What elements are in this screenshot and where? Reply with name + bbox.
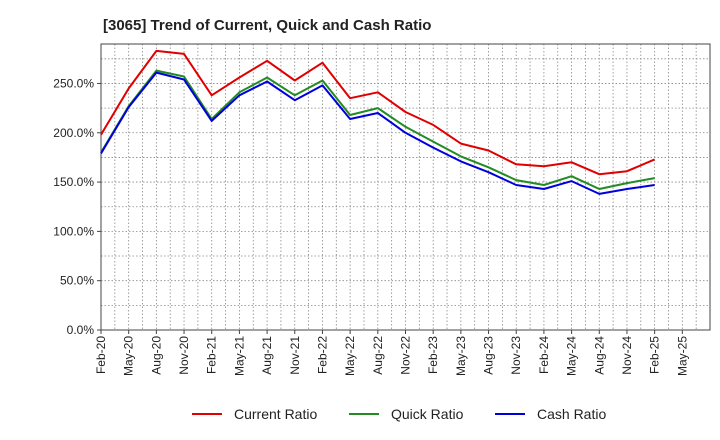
legend-label-current-ratio: Current Ratio (234, 406, 317, 422)
x-tick-label: Feb-21 (205, 336, 219, 374)
x-tick-label: Feb-25 (648, 336, 662, 374)
series-line-cash-ratio (100, 71, 655, 195)
legend-label-cash-ratio: Cash Ratio (537, 406, 606, 422)
x-tick-label: Feb-24 (537, 336, 551, 374)
chart-title: [3065] Trend of Current, Quick and Cash … (103, 17, 431, 34)
y-tick-label: 50.0% (60, 274, 94, 288)
x-tick-label: May-25 (675, 336, 689, 376)
x-tick-label: Nov-20 (177, 336, 191, 375)
plot-area: 0.0% 50.0% 100.0% 150.0% 200.0% 250.0% Feb-20 M… (53, 43, 711, 376)
x-tick-label: Nov-24 (620, 336, 634, 375)
x-tick-label: Nov-23 (509, 336, 523, 375)
x-tick-label: Aug-24 (592, 336, 606, 375)
x-tick-label: Feb-23 (426, 336, 440, 374)
x-tick-label: May-20 (122, 336, 136, 376)
y-tick-label: 150.0% (53, 175, 94, 189)
legend-label-quick-ratio: Quick Ratio (391, 406, 464, 422)
x-tick-label: May-23 (454, 336, 468, 376)
x-tick-label: Aug-22 (371, 336, 385, 375)
series-line-quick-ratio (100, 69, 655, 190)
x-tick-label: Feb-22 (315, 336, 329, 374)
y-tick-label: 250.0% (53, 76, 94, 90)
y-tick-label: 200.0% (53, 126, 94, 140)
x-tick-label: May-22 (343, 336, 357, 376)
x-tick-label: Aug-23 (482, 336, 496, 375)
x-tick-label: Nov-21 (288, 336, 302, 375)
x-tick-label: May-21 (232, 336, 246, 376)
x-tick-label: Aug-20 (149, 336, 163, 375)
x-tick-label: Nov-22 (399, 336, 413, 375)
legend: Current Ratio Quick Ratio Cash Ratio (192, 406, 606, 422)
y-tick-label: 100.0% (53, 224, 94, 238)
x-tick-label: Aug-21 (260, 336, 274, 375)
series-line-current-ratio (100, 49, 655, 176)
x-tick-label: May-24 (565, 336, 579, 376)
y-tick-label: 0.0% (67, 323, 95, 337)
x-tick-label: Feb-20 (94, 336, 108, 374)
